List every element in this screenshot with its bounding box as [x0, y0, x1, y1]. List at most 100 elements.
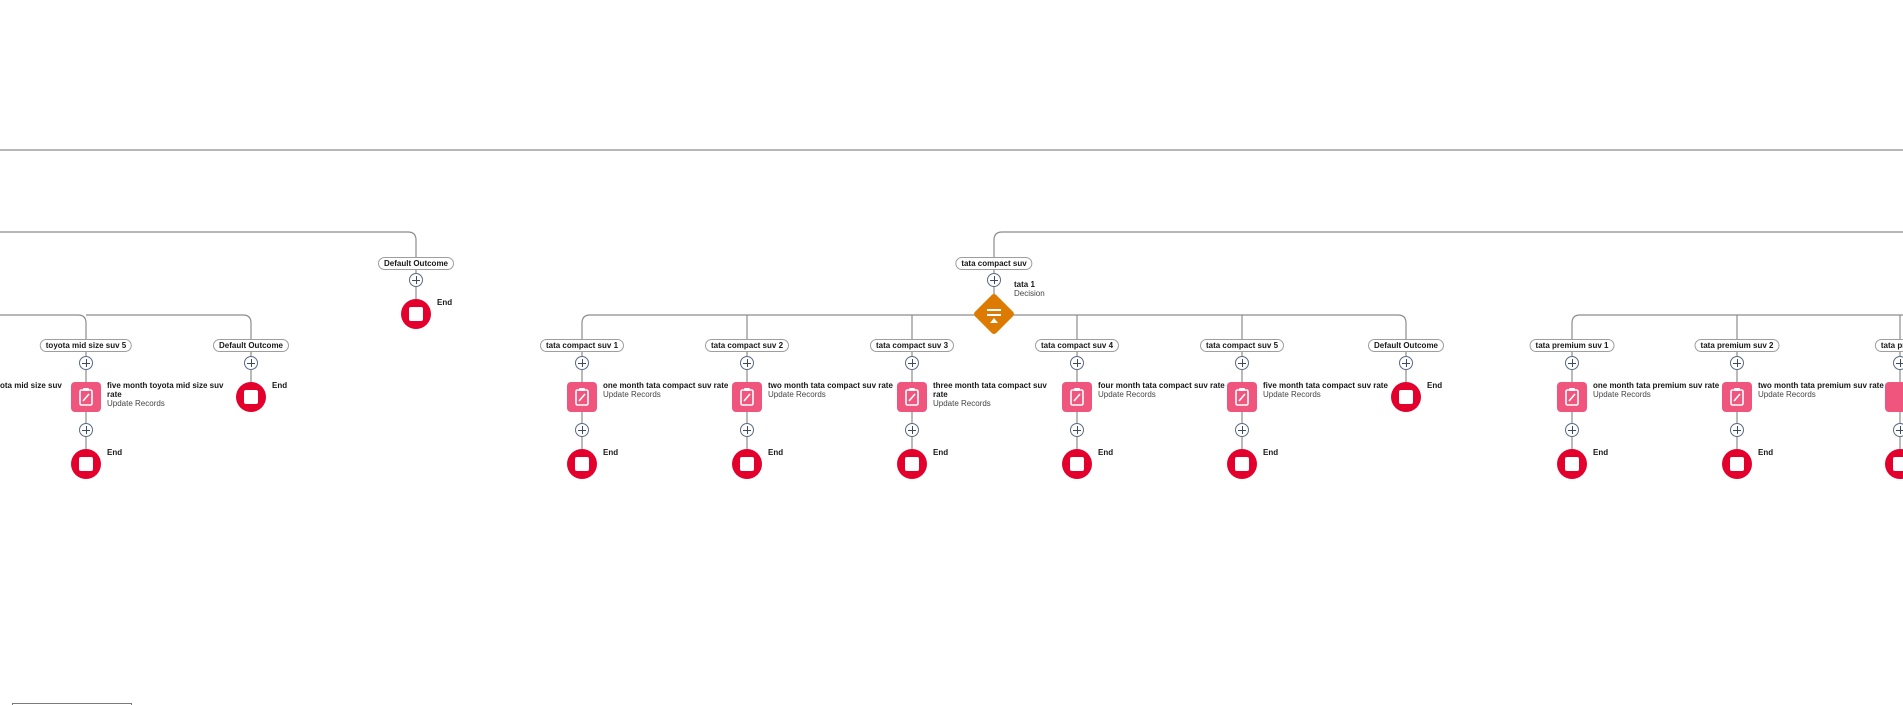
tata-compact-suv-5-pill[interactable]: tata compact suv 5	[1199, 339, 1285, 352]
update-records-label: three month tata compact suv rate Update R…	[933, 381, 1047, 408]
add-element-button[interactable]	[740, 423, 754, 437]
end-node[interactable]	[1722, 449, 1752, 479]
add-element-button[interactable]	[575, 356, 589, 370]
add-element-button[interactable]	[905, 423, 919, 437]
record-title-continued: rate	[933, 390, 948, 399]
add-element-button[interactable]	[1235, 356, 1249, 370]
end-label: End	[1758, 448, 1774, 457]
decision-icon	[987, 309, 1001, 323]
connector-line	[0, 314, 87, 339]
record-title: one month tata premium suv rate	[1593, 381, 1720, 390]
update-records-node[interactable]	[71, 382, 101, 412]
add-element-button[interactable]	[79, 423, 93, 437]
tata-premium-suv-1-pill[interactable]: tata premium suv 1	[1529, 339, 1615, 352]
end-label: End	[107, 448, 123, 457]
add-element-button[interactable]	[409, 273, 423, 287]
default-outcome-top-pill[interactable]: Default Outcome	[377, 257, 455, 270]
toyota-default-outcome-pill[interactable]: Default Outcome	[212, 339, 290, 352]
add-element-button[interactable]	[1565, 423, 1579, 437]
update-records-node[interactable]	[1557, 382, 1587, 412]
update-records-node[interactable]	[732, 382, 762, 412]
update-records-label: two month tata compact suv rate Update Re…	[768, 381, 893, 399]
end-node[interactable]	[1062, 449, 1092, 479]
end-node[interactable]	[567, 449, 597, 479]
update-records-label: one month tata premium suv rate Update Re…	[1593, 381, 1719, 399]
add-element-button[interactable]	[244, 356, 258, 370]
end-node[interactable]	[1557, 449, 1587, 479]
end-node[interactable]	[1227, 449, 1257, 479]
record-subtitle: Update Records	[1263, 390, 1321, 399]
clipboard-edit-icon	[1730, 388, 1744, 406]
record-subtitle: Update Records	[768, 390, 826, 399]
add-element-button[interactable]	[1070, 356, 1084, 370]
tata-premium-suv-3-pill[interactable]: tata premi	[1874, 339, 1903, 352]
end-node[interactable]	[1391, 382, 1421, 412]
clipboard-edit-icon	[740, 388, 754, 406]
update-records-node[interactable]	[1062, 382, 1092, 412]
minimap-indicator[interactable]	[12, 703, 132, 705]
tata-compact-suv-1-pill[interactable]: tata compact suv 1	[539, 339, 625, 352]
add-element-button[interactable]	[79, 356, 93, 370]
tata-compact-suv-4-pill[interactable]: tata compact suv 4	[1034, 339, 1120, 352]
add-element-button[interactable]	[575, 423, 589, 437]
update-records-node[interactable]	[1227, 382, 1257, 412]
add-element-button[interactable]	[740, 356, 754, 370]
clipboard-edit-icon	[1565, 388, 1579, 406]
add-element-button[interactable]	[1893, 423, 1903, 437]
end-node[interactable]	[1885, 449, 1903, 479]
tata-compact-suv-2-pill[interactable]: tata compact suv 2	[704, 339, 790, 352]
add-element-button[interactable]	[1235, 423, 1249, 437]
end-node[interactable]	[71, 449, 101, 479]
end-label: End	[437, 298, 453, 307]
end-node[interactable]	[401, 299, 431, 329]
record-title: two month tata compact suv rate	[768, 381, 893, 390]
clipboard-edit-icon	[1235, 388, 1249, 406]
end-label: End	[1427, 381, 1443, 390]
end-node[interactable]	[732, 449, 762, 479]
decision-label: tata 1 Decision	[1014, 280, 1045, 298]
update-records-node[interactable]	[567, 382, 597, 412]
end-label: End	[768, 448, 784, 457]
add-element-button[interactable]	[1399, 356, 1413, 370]
decision-node[interactable]	[972, 292, 1016, 336]
add-element-button[interactable]	[905, 356, 919, 370]
tata-default-outcome-pill[interactable]: Default Outcome	[1367, 339, 1445, 352]
add-element-button[interactable]	[1730, 356, 1744, 370]
add-element-button[interactable]	[1565, 356, 1579, 370]
connector-line	[993, 231, 1903, 257]
end-label: End	[272, 381, 288, 390]
record-title: three month tata compact suv	[933, 381, 1047, 390]
record-subtitle: Update Records	[1758, 390, 1816, 399]
add-element-button[interactable]	[1070, 423, 1084, 437]
record-subtitle: Update Records	[1593, 390, 1651, 399]
add-element-button[interactable]	[1730, 423, 1744, 437]
tata-compact-suv-outcome-pill[interactable]: tata compact suv	[955, 257, 1033, 270]
update-records-node[interactable]	[1885, 382, 1903, 412]
update-records-label: four month tata compact suv rate Update R…	[1098, 381, 1225, 399]
record-title: four month tata compact suv rate	[1098, 381, 1225, 390]
clipboard-edit-icon	[905, 388, 919, 406]
add-element-button[interactable]	[987, 273, 1001, 287]
end-node[interactable]	[236, 382, 266, 412]
connector-line	[0, 231, 417, 257]
update-records-label: five month toyota mid size suv rate Upda…	[107, 381, 224, 408]
tata-compact-suv-3-pill[interactable]: tata compact suv 3	[869, 339, 955, 352]
clipboard-edit-icon	[79, 388, 93, 406]
clipboard-edit-icon	[575, 388, 589, 406]
toyota-mid-size-suv-5-pill[interactable]: toyota mid size suv 5	[39, 339, 133, 352]
update-records-label: two month tata premium suv rate Update Re…	[1758, 381, 1884, 399]
end-label: End	[603, 448, 619, 457]
end-node[interactable]	[897, 449, 927, 479]
record-title: one month tata compact suv rate	[603, 381, 729, 390]
connector-line	[1571, 314, 1903, 339]
update-records-node[interactable]	[1722, 382, 1752, 412]
update-records-node[interactable]	[897, 382, 927, 412]
end-label: End	[933, 448, 949, 457]
tata-premium-suv-2-pill[interactable]: tata premium suv 2	[1694, 339, 1780, 352]
end-label: End	[1593, 448, 1609, 457]
update-records-label: five month tata compact suv rate Update R…	[1263, 381, 1388, 399]
record-title: two month tata premium suv rate	[1758, 381, 1884, 390]
add-element-button[interactable]	[1893, 356, 1903, 370]
end-label: End	[1098, 448, 1114, 457]
